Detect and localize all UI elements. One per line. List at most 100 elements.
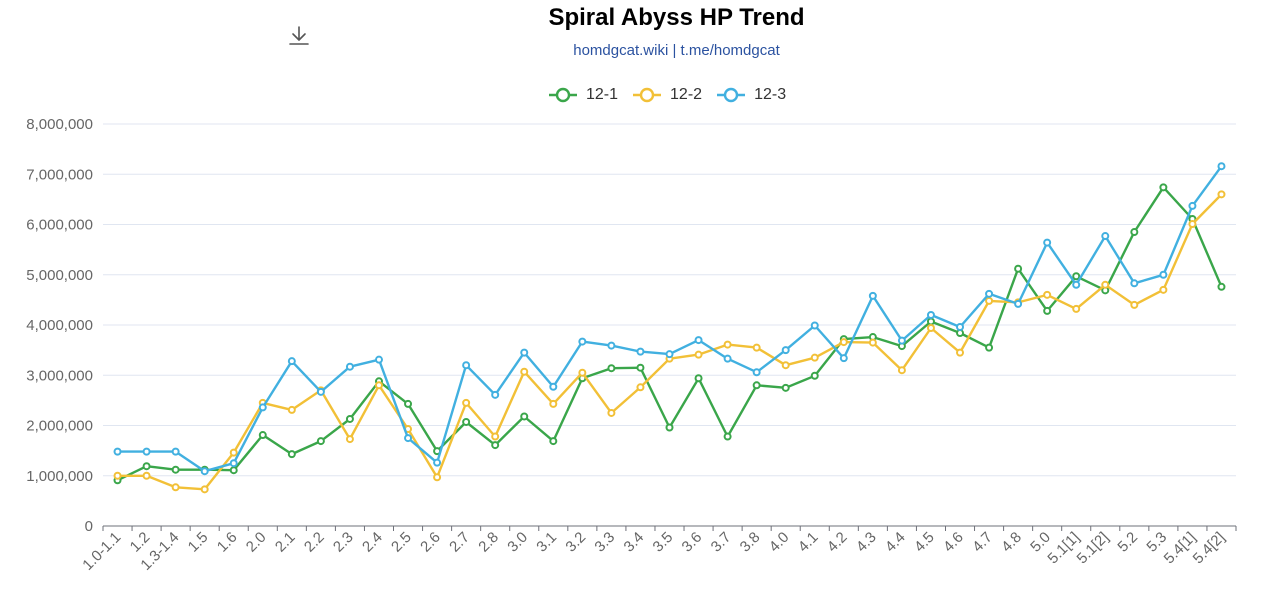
x-tick-label: 4.6	[940, 529, 967, 556]
data-point	[1188, 201, 1197, 210]
data-point	[956, 323, 965, 332]
data-point	[1217, 282, 1226, 291]
data-point	[287, 450, 296, 459]
chart-title: Spiral Abyss HP Trend	[548, 4, 805, 31]
data-point	[1130, 279, 1139, 288]
x-tick-label: 4.8	[998, 529, 1025, 556]
x-tick-label: 3.6	[679, 529, 706, 556]
data-point	[1014, 299, 1023, 308]
data-point	[781, 383, 790, 392]
data-point	[607, 408, 616, 417]
data-point	[926, 317, 935, 326]
data-point	[345, 362, 354, 371]
data-point	[897, 366, 906, 375]
data-point	[1217, 190, 1226, 199]
data-point	[868, 338, 877, 347]
data-point	[665, 350, 674, 359]
data-point	[1217, 162, 1226, 171]
legend-label: 12-1	[586, 86, 619, 103]
data-point	[636, 383, 645, 392]
x-tick-label: 4.5	[911, 529, 938, 556]
x-tick-label: 5.1[1]	[1044, 529, 1083, 568]
data-point	[142, 462, 151, 471]
data-point	[404, 434, 413, 443]
x-tick-label: 4.3	[853, 529, 880, 556]
x-tick-label: 5.1[2]	[1074, 529, 1113, 568]
x-tick-label: 3.8	[737, 529, 764, 556]
data-point	[258, 403, 267, 412]
data-point	[810, 353, 819, 362]
data-point	[462, 417, 471, 426]
legend-marker-icon	[633, 87, 662, 103]
data-point	[636, 363, 645, 372]
data-point	[113, 447, 122, 456]
data-point	[1072, 280, 1081, 289]
data-point	[781, 361, 790, 370]
x-tick-label: 3.7	[708, 529, 735, 556]
data-point	[1072, 272, 1081, 281]
data-point	[316, 437, 325, 446]
data-point	[781, 346, 790, 355]
data-point	[113, 471, 122, 480]
data-point	[985, 343, 994, 352]
x-tick-label: 4.7	[969, 529, 996, 556]
data-point	[491, 441, 500, 450]
legend-item-12-2[interactable]: 12-2	[632, 86, 702, 104]
data-point	[956, 348, 965, 357]
data-point	[171, 447, 180, 456]
x-tick-label: 2.6	[417, 529, 444, 556]
x-tick-label: 2.3	[330, 529, 357, 556]
legend-label: 12-3	[754, 86, 787, 103]
data-point	[578, 337, 587, 346]
data-point	[229, 466, 238, 475]
x-tick-label: 4.0	[766, 529, 793, 556]
series-line-12-2	[117, 193, 1223, 491]
data-point	[316, 387, 325, 396]
x-tick-label: 2.8	[475, 529, 502, 556]
chart-subtitle[interactable]: homdgcat.wiki | t.me/homdgcat	[573, 42, 780, 59]
x-tick-label: 3.4	[621, 529, 648, 556]
data-point	[433, 473, 442, 482]
y-tick-label: 4,000,000	[26, 317, 93, 334]
data-point	[491, 390, 500, 399]
data-point	[694, 350, 703, 359]
x-tick-label: 2.1	[272, 529, 299, 556]
data-point	[142, 447, 151, 456]
x-tick-label: 3.1	[533, 529, 560, 556]
data-point	[1159, 285, 1168, 294]
data-point	[810, 321, 819, 330]
data-point	[839, 338, 848, 347]
data-point	[462, 361, 471, 370]
data-point	[1159, 183, 1168, 192]
x-tick-label: 2.5	[388, 529, 415, 556]
data-point	[1159, 270, 1168, 279]
data-point	[258, 431, 267, 440]
x-tick-label: 2.4	[359, 529, 386, 556]
data-point	[694, 336, 703, 345]
y-tick-label: 0	[85, 518, 93, 535]
legend-item-12-1[interactable]: 12-1	[548, 86, 618, 104]
data-point	[926, 324, 935, 333]
data-point	[433, 458, 442, 467]
x-tick-label: 5.2	[1114, 529, 1141, 556]
data-point	[723, 432, 732, 441]
data-point	[1014, 264, 1023, 273]
data-point	[985, 296, 994, 305]
series-line-12-1	[116, 186, 1223, 482]
legend-item-12-3[interactable]: 12-3	[716, 86, 786, 104]
data-point	[374, 355, 383, 364]
data-point	[1043, 238, 1052, 247]
data-point	[752, 381, 761, 390]
data-point	[520, 367, 529, 376]
x-tick-label: 1.0-1.1	[79, 529, 124, 574]
data-point	[520, 348, 529, 357]
x-tick-label: 1.6	[214, 529, 241, 556]
data-point	[723, 340, 732, 349]
data-point	[1188, 219, 1197, 228]
data-point	[839, 354, 848, 363]
data-point	[1072, 304, 1081, 313]
data-point	[549, 399, 558, 408]
data-point	[607, 341, 616, 350]
download-icon[interactable]	[287, 24, 311, 48]
